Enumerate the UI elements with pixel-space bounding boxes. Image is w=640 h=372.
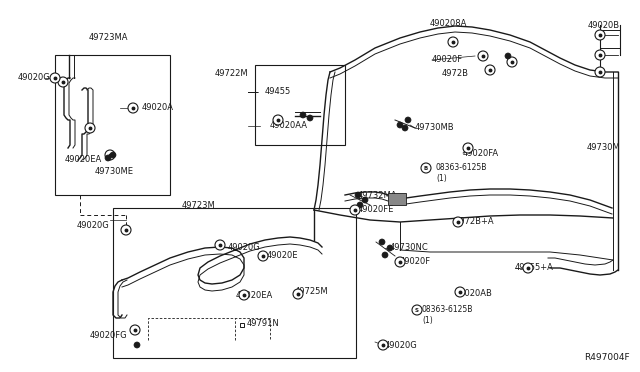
Bar — [55, 55, 170, 195]
Circle shape — [85, 123, 95, 133]
Text: 4972B: 4972B — [442, 70, 469, 78]
Circle shape — [478, 51, 488, 61]
Circle shape — [402, 125, 408, 131]
Text: 49725M: 49725M — [295, 288, 328, 296]
Circle shape — [387, 245, 393, 251]
Text: 49730MB: 49730MB — [415, 124, 454, 132]
Circle shape — [485, 65, 495, 75]
Text: R497004F: R497004F — [584, 353, 630, 362]
Bar — [255, 65, 345, 145]
Text: 49020A: 49020A — [142, 103, 174, 112]
Circle shape — [397, 122, 403, 128]
Text: 49020G: 49020G — [228, 243, 260, 251]
Text: 08363-6125B: 08363-6125B — [422, 305, 474, 314]
Text: (1): (1) — [422, 315, 433, 324]
Circle shape — [273, 115, 283, 125]
Circle shape — [130, 325, 140, 335]
Bar — [388, 193, 406, 205]
Circle shape — [105, 150, 115, 160]
Circle shape — [110, 152, 116, 158]
Circle shape — [258, 251, 268, 261]
Text: 49020FE: 49020FE — [358, 205, 394, 215]
Text: 49723MA: 49723MA — [88, 33, 128, 42]
Circle shape — [128, 103, 138, 113]
Circle shape — [505, 53, 511, 59]
Circle shape — [105, 155, 111, 161]
Bar — [240, 323, 244, 327]
Text: 49730ME: 49730ME — [95, 167, 134, 176]
Circle shape — [463, 143, 473, 153]
Text: 49020EA: 49020EA — [65, 155, 102, 164]
Text: 49020F: 49020F — [400, 257, 431, 266]
Text: B: B — [424, 166, 428, 170]
Circle shape — [523, 263, 533, 273]
Text: 4972B+A: 4972B+A — [455, 218, 495, 227]
Text: 49020E: 49020E — [267, 250, 298, 260]
Circle shape — [293, 289, 303, 299]
Circle shape — [50, 73, 60, 83]
Circle shape — [307, 115, 313, 121]
Circle shape — [412, 305, 422, 315]
Text: 08363-6125B: 08363-6125B — [436, 164, 488, 173]
Circle shape — [357, 202, 363, 208]
Circle shape — [405, 117, 411, 123]
Text: 49020G: 49020G — [385, 340, 418, 350]
Text: 49455+A: 49455+A — [515, 263, 554, 273]
Text: (1): (1) — [436, 173, 447, 183]
Bar — [113, 208, 356, 358]
Circle shape — [239, 290, 249, 300]
Circle shape — [421, 163, 431, 173]
Text: 49020AB: 49020AB — [455, 289, 493, 298]
Text: 49730M: 49730M — [586, 144, 620, 153]
Text: 49020B: 49020B — [588, 20, 620, 29]
Circle shape — [595, 50, 605, 60]
Text: 490208A: 490208A — [429, 19, 467, 28]
Text: 49723M: 49723M — [181, 201, 215, 209]
Text: 49722M: 49722M — [214, 68, 248, 77]
Text: 49730NC: 49730NC — [390, 244, 429, 253]
Circle shape — [453, 217, 463, 227]
Text: 49791N: 49791N — [247, 318, 280, 327]
Circle shape — [355, 192, 361, 198]
Text: 49020G: 49020G — [18, 74, 51, 83]
Circle shape — [395, 257, 405, 267]
Text: 49020EA: 49020EA — [236, 291, 273, 299]
Circle shape — [58, 77, 68, 87]
Circle shape — [121, 225, 131, 235]
Circle shape — [448, 37, 458, 47]
Text: 49020G: 49020G — [77, 221, 109, 230]
Text: S: S — [415, 308, 419, 312]
Circle shape — [595, 30, 605, 40]
Circle shape — [379, 239, 385, 245]
Circle shape — [507, 57, 517, 67]
Circle shape — [362, 197, 368, 203]
Text: 49020AA: 49020AA — [270, 122, 308, 131]
Text: 49732MA: 49732MA — [358, 190, 397, 199]
Circle shape — [300, 112, 306, 118]
Circle shape — [215, 240, 225, 250]
Circle shape — [455, 287, 465, 297]
Text: 49455: 49455 — [265, 87, 291, 96]
Circle shape — [382, 252, 388, 258]
Text: 49020F: 49020F — [432, 55, 463, 64]
Circle shape — [350, 205, 360, 215]
Circle shape — [595, 67, 605, 77]
Circle shape — [134, 342, 140, 348]
Text: 49020FG: 49020FG — [90, 331, 127, 340]
Text: 49020FA: 49020FA — [463, 148, 499, 157]
Circle shape — [378, 340, 388, 350]
